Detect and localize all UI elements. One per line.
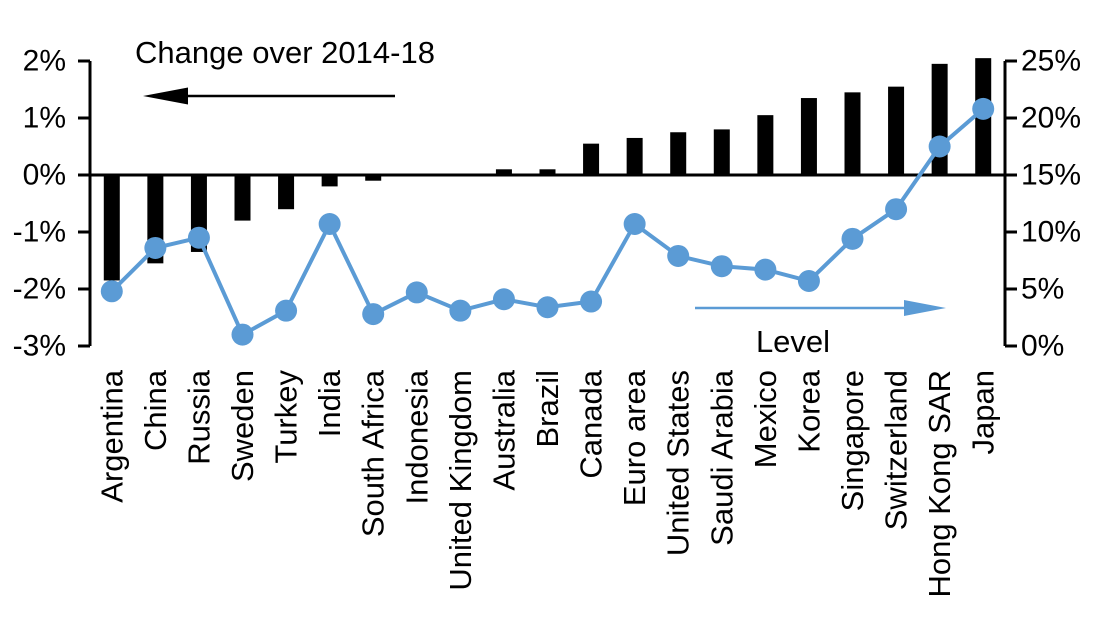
bar-turkey	[278, 175, 295, 210]
left-axis-tick-label: 2%	[23, 45, 66, 78]
bar-switzerland	[888, 86, 905, 175]
category-label-canada: Canada	[574, 369, 609, 478]
bar-united-states	[670, 132, 687, 175]
right-axis-tick-label: 25%	[1021, 45, 1081, 78]
category-label-united-states: United States	[661, 370, 696, 556]
category-label-saudi-arabia: Saudi Arabia	[704, 369, 739, 546]
level-point-hong-kong-sar	[928, 135, 951, 158]
level-point-korea	[797, 270, 820, 293]
left-axis-tick-label: -1%	[13, 216, 66, 249]
category-label-united-kingdom: United Kingdom	[443, 370, 478, 591]
right-axis-tick-label: 5%	[1021, 273, 1064, 306]
bar-india	[321, 175, 338, 187]
right-arrow-icon	[904, 300, 946, 316]
bar-singapore	[844, 92, 861, 175]
category-label-switzerland: Switzerland	[879, 370, 914, 530]
bar-sweden	[234, 175, 251, 221]
level-point-south-africa	[362, 303, 385, 326]
category-label-turkey: Turkey	[269, 370, 304, 464]
left-axis-tick-label: -3%	[13, 330, 66, 363]
bar-south-africa	[365, 175, 382, 181]
left-axis-tick-label: -2%	[13, 273, 66, 306]
bar-mexico	[757, 115, 774, 175]
level-point-russia	[187, 226, 210, 249]
level-point-india	[318, 213, 341, 236]
category-label-russia: Russia	[181, 369, 216, 465]
right-axis-tick-label: 15%	[1021, 159, 1081, 192]
level-point-argentina	[100, 280, 123, 303]
category-label-japan: Japan	[966, 370, 1001, 454]
category-label-south-africa: South Africa	[356, 369, 391, 537]
line-series-annotation-label: Level	[756, 324, 830, 359]
bar-korea	[800, 98, 817, 175]
level-point-switzerland	[885, 198, 908, 221]
category-label-india: India	[312, 369, 347, 437]
right-axis-tick-label: 0%	[1021, 330, 1064, 363]
bar-euro-area	[626, 137, 643, 175]
right-axis-tick-label: 20%	[1021, 102, 1081, 135]
bar-canada	[583, 143, 600, 175]
left-axis-tick-label: 0%	[23, 159, 66, 192]
level-point-sweden	[231, 323, 254, 346]
level-point-australia	[492, 288, 515, 311]
level-point-china	[144, 236, 167, 259]
level-point-indonesia	[405, 281, 428, 304]
category-label-mexico: Mexico	[748, 370, 783, 468]
level-point-united-kingdom	[449, 299, 472, 322]
level-point-singapore	[841, 227, 864, 250]
bar-brazil	[539, 169, 556, 175]
category-label-euro-area: Euro area	[617, 369, 652, 506]
bar-hong-kong-sar	[931, 63, 948, 175]
bar-argentina	[103, 175, 120, 281]
level-point-euro-area	[623, 213, 646, 236]
bar-australia	[495, 169, 512, 175]
level-point-japan	[972, 97, 995, 120]
level-point-saudi-arabia	[710, 255, 733, 278]
bar-saudi-arabia	[713, 129, 730, 175]
left-arrow-icon	[143, 87, 188, 105]
level-point-canada	[580, 290, 603, 313]
right-axis-tick-label: 10%	[1021, 216, 1081, 249]
left-axis-tick-label: 1%	[23, 102, 66, 135]
category-label-korea: Korea	[791, 369, 826, 452]
category-label-singapore: Singapore	[835, 370, 870, 511]
category-label-indonesia: Indonesia	[399, 369, 434, 504]
level-point-turkey	[275, 299, 298, 322]
level-point-united-states	[667, 244, 690, 267]
category-label-hong-kong-sar: Hong Kong SAR	[922, 370, 957, 597]
category-label-china: China	[138, 369, 173, 451]
bar-series-annotation-label: Change over 2014-18	[135, 35, 435, 70]
level-point-brazil	[536, 296, 559, 319]
category-label-australia: Australia	[486, 369, 521, 490]
level-point-mexico	[754, 258, 777, 281]
category-label-sweden: Sweden	[225, 370, 260, 482]
category-label-argentina: Argentina	[94, 369, 129, 502]
category-label-brazil: Brazil	[530, 370, 565, 448]
